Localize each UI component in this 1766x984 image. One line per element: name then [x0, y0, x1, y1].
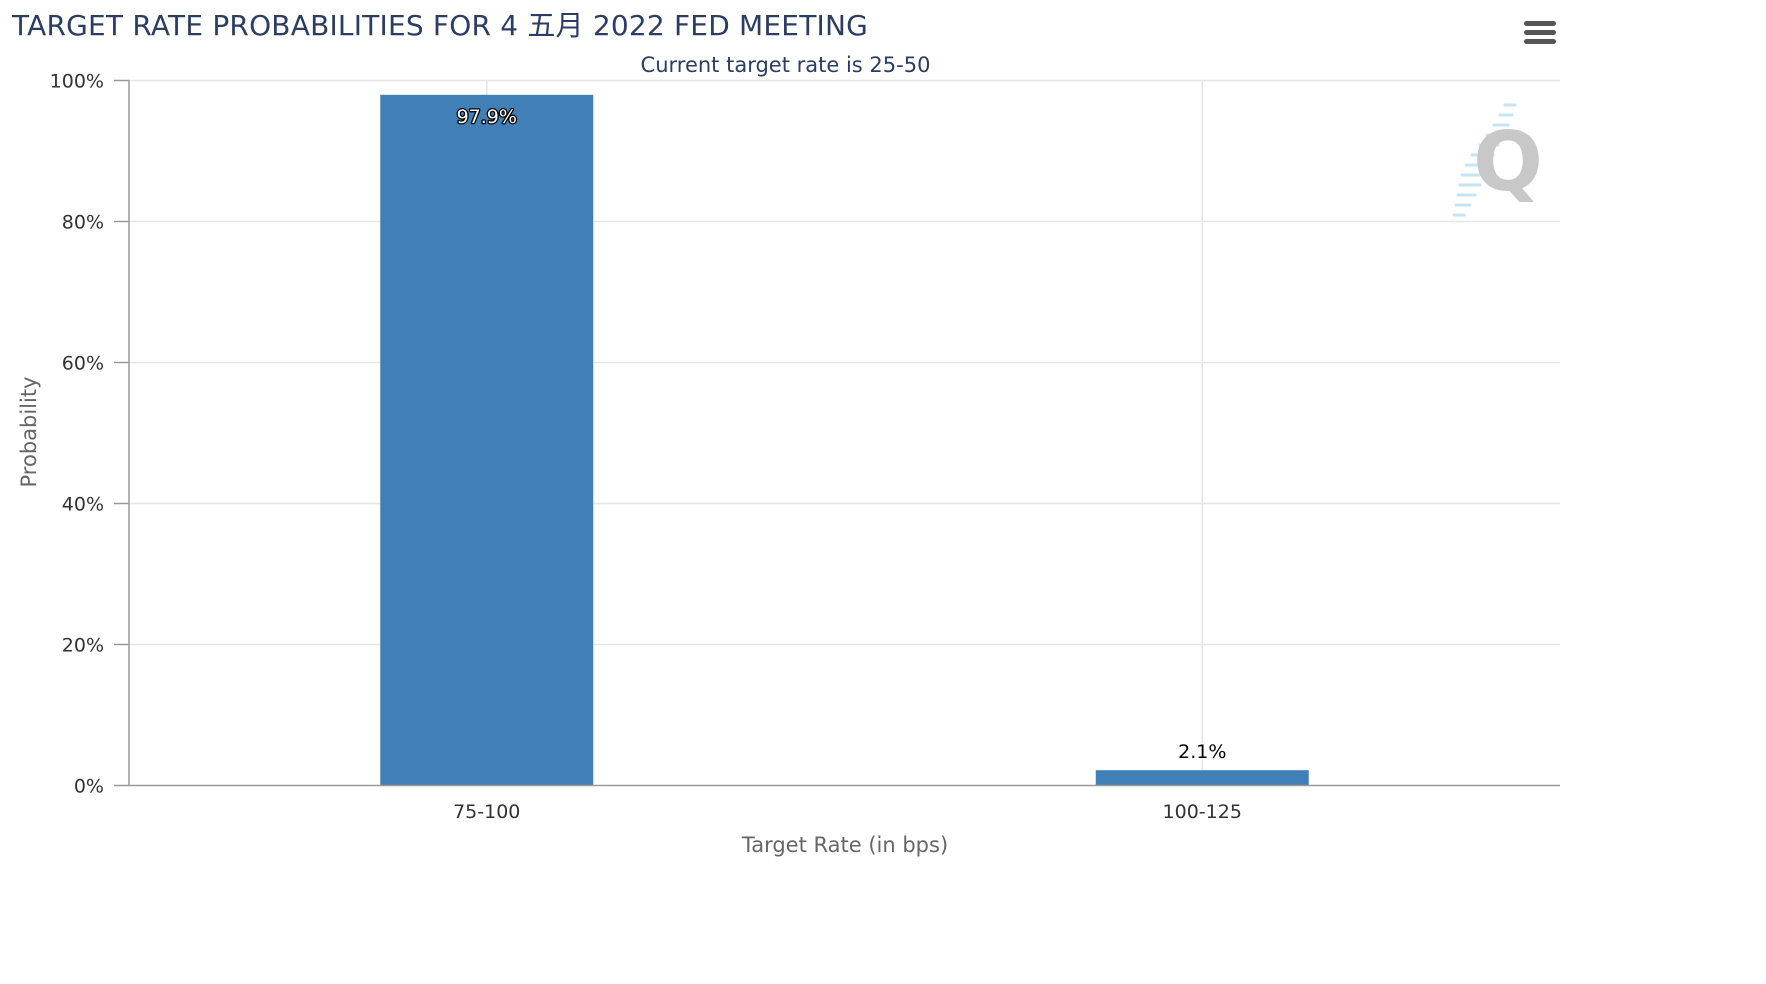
bar [1095, 770, 1309, 785]
data-labels: 97.9% 2.1% [455, 105, 1227, 765]
y-tick-label: 60% [62, 353, 104, 375]
bar [380, 94, 594, 786]
y-tick-label: 40% [62, 494, 104, 516]
y-tick-label: 100% [50, 71, 104, 93]
watermark-speed-lines [1452, 103, 1517, 217]
x-tick-label: 75-100 [453, 801, 520, 823]
y-tick-label: 80% [62, 212, 104, 234]
menu-bar-bottom [1524, 39, 1556, 44]
axes: 0% 20% 40% 60% 80% 100% 75-100 100-125 [50, 71, 1560, 823]
q-logo-icon: Q [1452, 103, 1543, 217]
menu-bar-middle [1524, 30, 1556, 35]
y-axis-title: Probability [17, 376, 41, 487]
bars [380, 94, 1309, 786]
menu-bar-top [1524, 21, 1556, 26]
x-axis-title: Target Rate (in bps) [741, 833, 948, 857]
chart-subtitle: Current target rate is 25-50 [640, 53, 931, 77]
hamburger-menu-icon[interactable] [1514, 13, 1556, 53]
gridlines [129, 79, 1560, 785]
data-label: 97.9% [457, 106, 517, 128]
data-label: 2.1% [1178, 741, 1226, 763]
y-tick-label: 20% [62, 635, 104, 657]
y-tick-label: 0% [74, 776, 104, 798]
x-tick-label: 100-125 [1163, 801, 1242, 823]
chart-title: TARGET RATE PROBABILITIES FOR 4 五月 2022 … [12, 9, 868, 42]
watermark-letter: Q [1473, 115, 1543, 210]
